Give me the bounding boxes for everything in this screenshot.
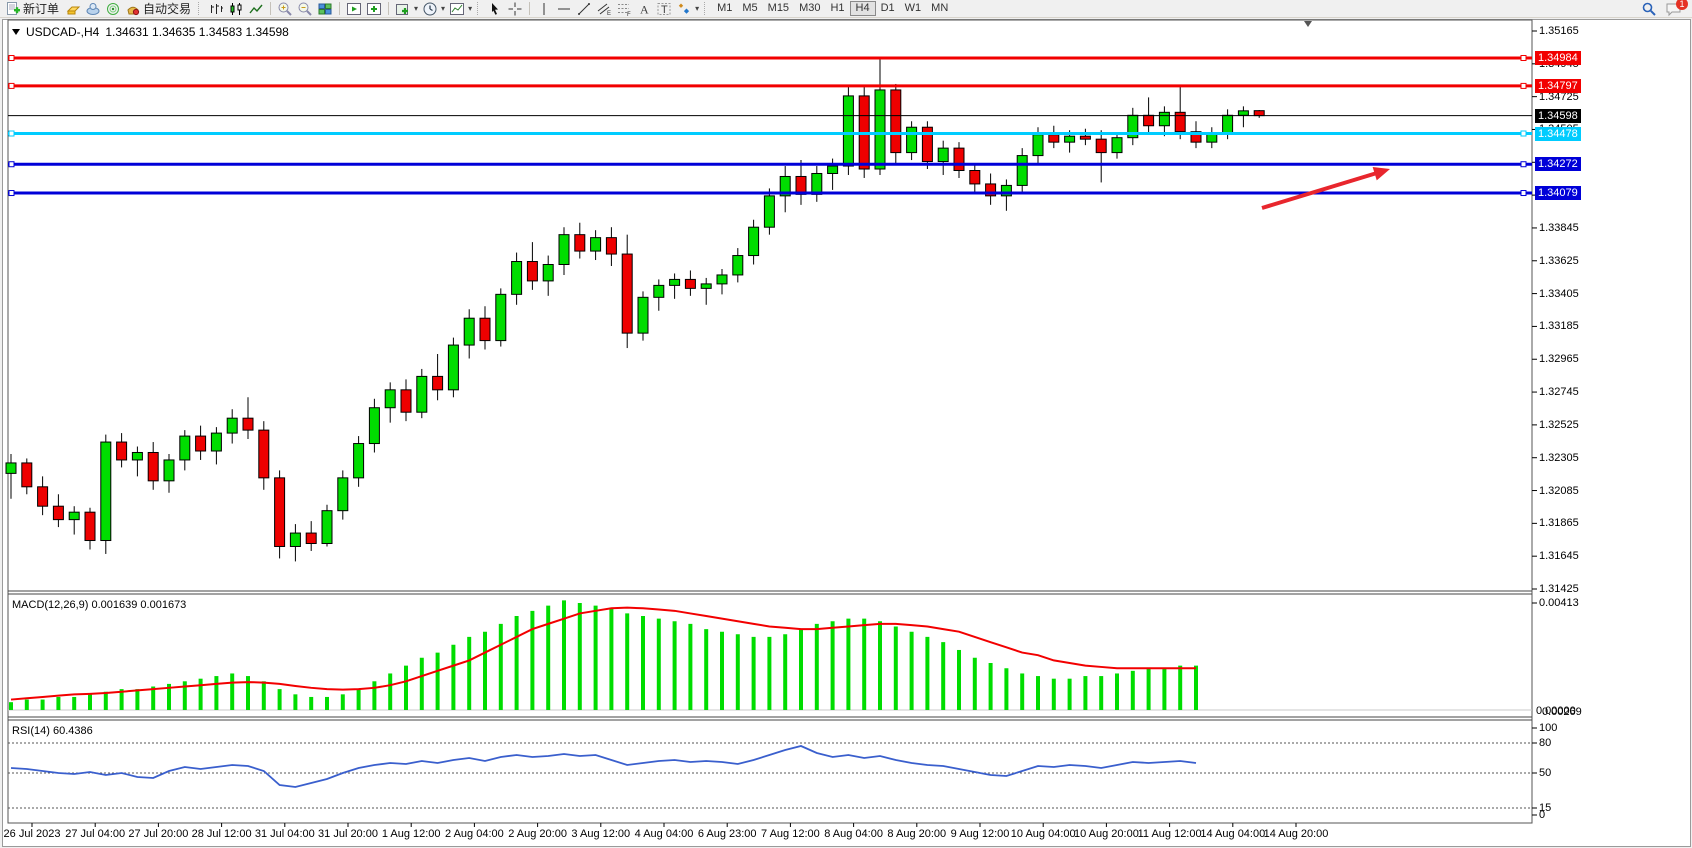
- chart-window-icon: [346, 1, 362, 17]
- signals-button[interactable]: [103, 0, 123, 17]
- periods-button[interactable]: ▾: [420, 0, 447, 17]
- bar-chart-button[interactable]: [206, 0, 226, 17]
- crosshair-icon: [507, 1, 523, 17]
- text-icon: A: [636, 1, 652, 17]
- zoom-in-button[interactable]: [275, 0, 295, 17]
- svg-text:F: F: [627, 12, 631, 17]
- new-order-icon: [5, 1, 21, 17]
- indicator-add-button[interactable]: [364, 0, 384, 17]
- dropdown-caret-icon: ▾: [468, 4, 473, 13]
- candlestick-chart-icon: [228, 1, 244, 17]
- new-order-label: 新订单: [23, 2, 60, 16]
- toolbar-grip: [198, 2, 203, 15]
- dropdown-caret-icon: ▾: [414, 4, 419, 13]
- tf-d1-button[interactable]: D1: [880, 2, 895, 14]
- fibonacci-icon: F: [616, 1, 632, 17]
- cursor-button[interactable]: [485, 0, 505, 17]
- trendline-icon: [576, 1, 592, 17]
- macd-indicator-label: MACD(12,26,9) 0.001639 0.001673: [12, 599, 187, 611]
- autotrade-button[interactable]: 自动交易: [123, 0, 195, 17]
- toolbar-grip: [704, 2, 709, 15]
- new-chart-button[interactable]: [344, 0, 364, 17]
- notifications-button[interactable]: 1: [1665, 0, 1688, 22]
- new-order-button[interactable]: 新订单: [3, 0, 63, 17]
- chevron-down-icon[interactable]: [12, 29, 20, 35]
- toolbar: 新订单 自动交易 ▾ ▾ ▾ E F A T ▾ M1 M5 M15 M30 H…: [0, 0, 1692, 18]
- svg-text:T: T: [661, 4, 668, 16]
- zoom-out-button[interactable]: [295, 0, 315, 17]
- templates-button[interactable]: ▾: [447, 0, 474, 17]
- toolbar-separator: [388, 2, 390, 15]
- rsi-indicator-label: RSI(14) 60.4386: [12, 725, 93, 737]
- tf-h4-button[interactable]: H4: [849, 1, 876, 16]
- notification-badge: 1: [1676, 0, 1688, 10]
- toolbar-grip: [477, 2, 482, 15]
- objects-add-button[interactable]: ▾: [393, 0, 420, 17]
- history-center-button[interactable]: [83, 0, 103, 17]
- market-watch-button[interactable]: [63, 0, 83, 17]
- vertical-line-icon: [536, 1, 552, 17]
- signal-icon: [105, 1, 121, 17]
- tf-m15-button[interactable]: M15: [767, 2, 790, 14]
- line-chart-button[interactable]: [246, 0, 266, 17]
- indicator-add-icon: [366, 1, 382, 17]
- dropdown-caret-icon: ▾: [441, 4, 446, 13]
- zoom-in-icon: [277, 1, 293, 17]
- template-icon: [449, 1, 465, 17]
- toolbar-separator: [270, 2, 272, 15]
- macd-values: 0.001639 0.001673: [91, 599, 187, 611]
- svg-text:E: E: [607, 11, 611, 17]
- fibonacci-button[interactable]: F: [614, 0, 634, 17]
- equidistant-channel-button[interactable]: E: [594, 0, 614, 17]
- tile-windows-button[interactable]: [315, 0, 335, 17]
- chart-title[interactable]: USDCAD-,H4 1.34631 1.34635 1.34583 1.345…: [12, 25, 289, 39]
- toolbar-separator: [529, 2, 531, 15]
- svg-text:A: A: [640, 2, 649, 16]
- horizontal-line-button[interactable]: [554, 0, 574, 17]
- autotrade-icon: [125, 1, 141, 17]
- tf-mn-button[interactable]: MN: [931, 2, 949, 14]
- clock-icon: [422, 1, 438, 17]
- line-chart-icon: [248, 1, 264, 17]
- horizontal-line-icon: [556, 1, 572, 17]
- arrows-icon: [676, 1, 692, 17]
- tf-m30-button[interactable]: M30: [799, 2, 821, 14]
- tf-m5-button[interactable]: M5: [742, 2, 758, 14]
- candlestick-chart-button[interactable]: [226, 0, 246, 17]
- tile-windows-icon: [317, 1, 333, 17]
- vertical-line-button[interactable]: [534, 0, 554, 17]
- tf-w1-button[interactable]: W1: [904, 2, 922, 14]
- tf-h1-button[interactable]: H1: [830, 2, 845, 14]
- ohlc-readout: 1.34631 1.34635 1.34583 1.34598: [105, 25, 289, 39]
- text-label-button[interactable]: T: [654, 0, 674, 17]
- chart-canvas[interactable]: [8, 20, 1532, 823]
- gold-icon: [65, 1, 81, 17]
- cursor-icon: [487, 1, 503, 17]
- dropdown-caret-icon: ▾: [695, 4, 700, 13]
- text-label-icon: T: [656, 1, 672, 17]
- toolbar-separator: [339, 2, 341, 15]
- objects-add-icon: [395, 1, 411, 17]
- text-button[interactable]: A: [634, 0, 654, 17]
- channel-icon: E: [596, 1, 612, 17]
- search-icon[interactable]: [1641, 1, 1657, 22]
- zoom-out-icon: [297, 1, 313, 17]
- symbol-period-label: USDCAD-,H4: [26, 25, 100, 39]
- rsi-value: 60.4386: [52, 725, 93, 737]
- autotrade-label: 自动交易: [143, 2, 192, 16]
- tf-m1-button[interactable]: M1: [717, 2, 733, 14]
- arrows-button[interactable]: ▾: [674, 0, 701, 17]
- cloud-icon: [85, 1, 101, 17]
- bar-chart-icon: [208, 1, 224, 17]
- trendline-button[interactable]: [574, 0, 594, 17]
- crosshair-button[interactable]: [505, 0, 525, 17]
